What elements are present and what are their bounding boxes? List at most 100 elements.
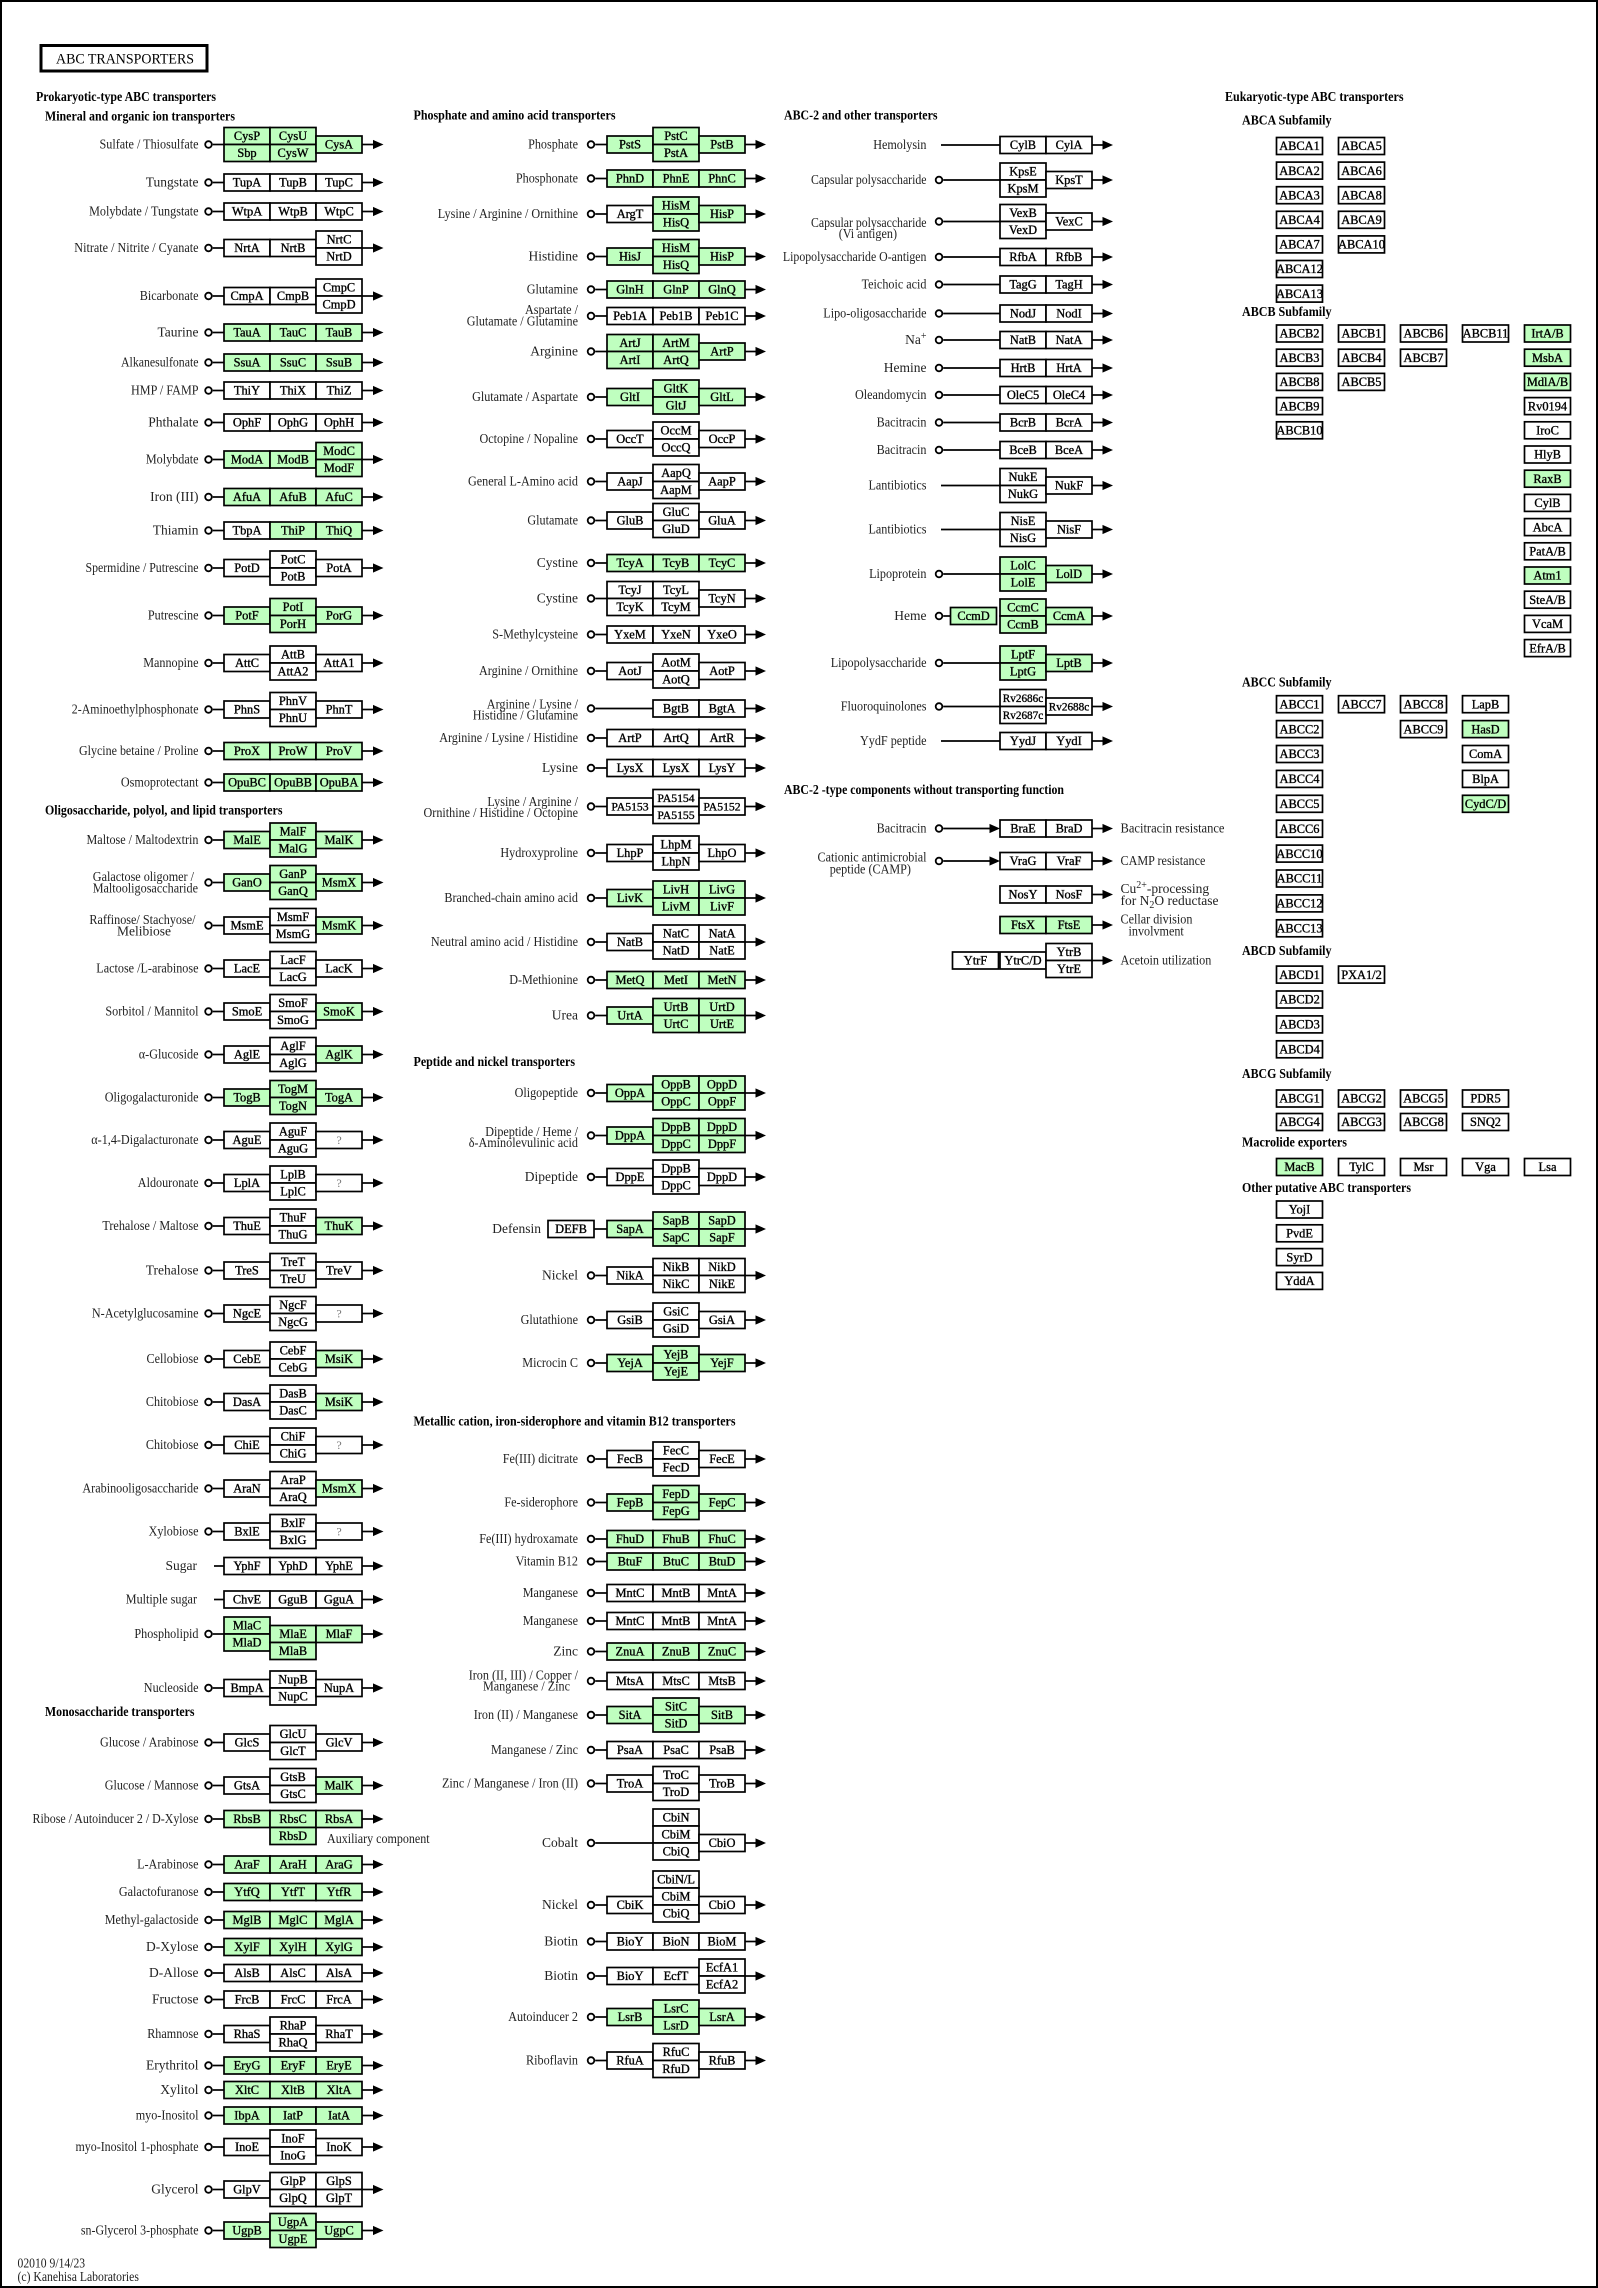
svg-text:ABCC5: ABCC5 [1280, 797, 1320, 811]
svg-text:EryF: EryF [281, 2059, 306, 2073]
svg-text:Oligopeptide: Oligopeptide [515, 1085, 578, 1100]
svg-text:ArtJ: ArtJ [619, 336, 641, 350]
svg-text:PhnT: PhnT [326, 703, 353, 717]
svg-text:NatE: NatE [709, 944, 734, 958]
svg-text:Glutamate / Glutamine: Glutamate / Glutamine [467, 313, 578, 328]
svg-text:PDR5: PDR5 [1470, 1092, 1500, 1106]
svg-text:OccM: OccM [661, 424, 692, 438]
svg-text:TroC: TroC [663, 1768, 689, 1782]
svg-text:Prokaryotic-type ABC transport: Prokaryotic-type ABC transporters [36, 89, 216, 104]
svg-text:Lipoprotein: Lipoprotein [869, 566, 927, 581]
svg-text:D-Methionine: D-Methionine [509, 972, 578, 987]
svg-text:EcfA1: EcfA1 [706, 1961, 738, 1975]
svg-text:NikB: NikB [663, 1260, 690, 1274]
svg-text:DppD: DppD [707, 1170, 737, 1184]
svg-text:CbiO: CbiO [709, 1898, 736, 1912]
svg-text:ABCD3: ABCD3 [1279, 1018, 1320, 1032]
svg-text:MdlA/B: MdlA/B [1527, 375, 1568, 389]
svg-text:ArtQ: ArtQ [663, 731, 689, 745]
svg-text:GlpS: GlpS [326, 2174, 352, 2188]
svg-text:PstC: PstC [664, 129, 687, 143]
svg-text:TreV: TreV [326, 1264, 352, 1278]
svg-text:PhnD: PhnD [616, 172, 644, 186]
svg-text:Bacitracin: Bacitracin [877, 415, 927, 430]
svg-text:EryE: EryE [326, 2059, 351, 2073]
svg-text:ModB: ModB [277, 453, 309, 467]
svg-text:LolE: LolE [1011, 576, 1036, 590]
svg-text:OccT: OccT [616, 432, 644, 446]
svg-text:ABCB3: ABCB3 [1280, 351, 1320, 365]
svg-text:InoE: InoE [235, 2140, 259, 2154]
svg-text:AotJ: AotJ [618, 664, 642, 678]
svg-text:ProX: ProX [234, 744, 260, 758]
svg-text:HisP: HisP [710, 207, 734, 221]
svg-text:TcyN: TcyN [708, 592, 735, 606]
svg-text:DppF: DppF [708, 1137, 736, 1151]
svg-text:Teichoic acid: Teichoic acid [862, 277, 927, 292]
svg-text:ABCA4: ABCA4 [1279, 213, 1320, 227]
svg-text:Vitamin B12: Vitamin B12 [516, 1554, 578, 1569]
svg-text:RfuD: RfuD [662, 2062, 690, 2076]
svg-text:PstS: PstS [619, 138, 641, 152]
svg-text:ABCB5: ABCB5 [1342, 375, 1382, 389]
svg-text:NodJ: NodJ [1010, 307, 1036, 321]
svg-text:Lantibiotics: Lantibiotics [869, 478, 927, 493]
svg-text:OppA: OppA [615, 1086, 645, 1100]
svg-text:ArtM: ArtM [662, 336, 690, 350]
svg-text:YphD: YphD [278, 1559, 307, 1573]
svg-text:Galactose oligomer /: Galactose oligomer / [93, 869, 194, 884]
svg-text:Other putative ABC transporter: Other putative ABC transporters [1242, 1180, 1411, 1195]
svg-text:Histidine / Glutamine: Histidine / Glutamine [473, 708, 578, 723]
svg-text:AapJ: AapJ [617, 475, 643, 489]
svg-text:ModF: ModF [324, 461, 354, 475]
svg-text:Chitobiose: Chitobiose [146, 1437, 199, 1452]
svg-text:YejF: YejF [710, 1356, 734, 1370]
svg-text:LivG: LivG [709, 883, 735, 897]
svg-text:VraF: VraF [1057, 854, 1082, 868]
svg-text:YtrB: YtrB [1057, 945, 1082, 959]
svg-text:NgcG: NgcG [278, 1315, 308, 1329]
svg-text:ArgT: ArgT [617, 207, 644, 221]
svg-text:KpsM: KpsM [1008, 182, 1039, 196]
svg-text:?: ? [336, 1307, 341, 1321]
svg-text:ABCA7: ABCA7 [1279, 238, 1320, 252]
svg-text:OppB: OppB [661, 1078, 691, 1092]
svg-text:Thiamin: Thiamin [153, 523, 199, 538]
svg-text:DEFB: DEFB [555, 1222, 587, 1236]
svg-text:CcmD: CcmD [957, 609, 989, 623]
svg-text:MalE: MalE [233, 833, 261, 847]
svg-text:EcfT: EcfT [664, 1969, 689, 1983]
svg-text:NgcE: NgcE [233, 1307, 261, 1321]
svg-text:MntB: MntB [662, 1586, 691, 1600]
svg-text:KpsT: KpsT [1055, 173, 1083, 187]
svg-text:Sorbitol / Mannitol: Sorbitol / Mannitol [105, 1004, 198, 1019]
svg-text:TreU: TreU [280, 1272, 306, 1286]
svg-text:?: ? [336, 1176, 341, 1190]
svg-text:LysX: LysX [663, 761, 690, 775]
svg-text:IrtA/B: IrtA/B [1531, 327, 1563, 341]
svg-text:FecB: FecB [617, 1452, 643, 1466]
svg-text:ThuE: ThuE [233, 1219, 261, 1233]
svg-text:AotM: AotM [661, 656, 691, 670]
svg-text:YddA: YddA [1284, 1274, 1314, 1288]
svg-text:GanO: GanO [232, 876, 262, 890]
svg-text:SitA: SitA [619, 1708, 642, 1722]
svg-text:RfuC: RfuC [663, 2045, 690, 2059]
svg-text:BcrA: BcrA [1056, 416, 1083, 430]
svg-text:Lantibiotics: Lantibiotics [869, 522, 927, 537]
svg-text:Zinc: Zinc [553, 1644, 578, 1659]
svg-text:PvdE: PvdE [1286, 1227, 1313, 1241]
svg-text:TcyM: TcyM [661, 600, 690, 614]
svg-text:HisP: HisP [710, 250, 734, 264]
svg-text:ABCA8: ABCA8 [1341, 188, 1382, 202]
svg-text:UgpC: UgpC [324, 2224, 354, 2238]
svg-text:AapQ: AapQ [661, 466, 691, 480]
svg-text:ABCB2: ABCB2 [1280, 327, 1320, 341]
svg-text:OppD: OppD [707, 1078, 737, 1092]
svg-text:ABCG5: ABCG5 [1403, 1092, 1444, 1106]
svg-text:NupA: NupA [324, 1681, 354, 1695]
svg-text:ABCB6: ABCB6 [1404, 327, 1444, 341]
svg-text:S-Methylcysteine: S-Methylcysteine [492, 627, 578, 642]
svg-text:BtuC: BtuC [663, 1555, 689, 1569]
svg-text:Octopine / Nopaline: Octopine / Nopaline [480, 431, 579, 446]
